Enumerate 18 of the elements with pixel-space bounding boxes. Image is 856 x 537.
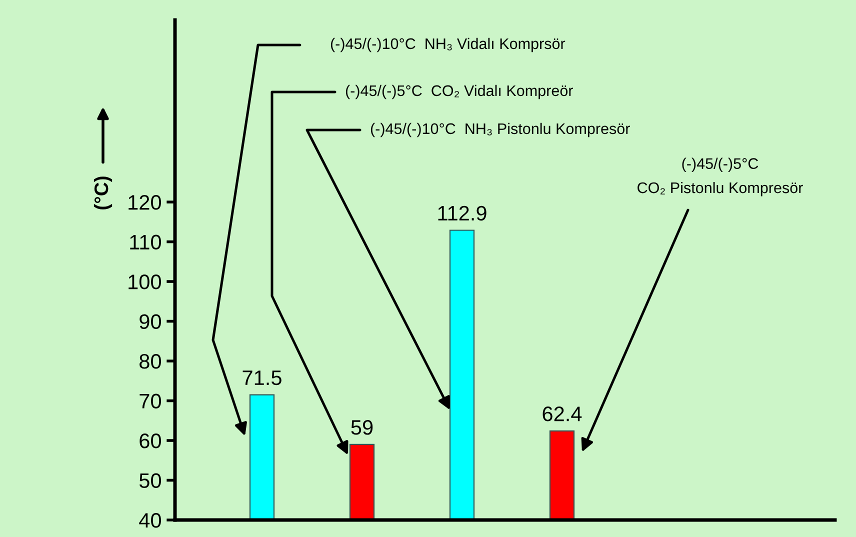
y-tick-label: 100: [128, 274, 161, 290]
y-tick-label: 60: [140, 434, 161, 448]
annotation: (-)45/(-)5°C CO₂ Vidalı Kompreör: [346, 84, 574, 100]
y-axis-title: (°C): [94, 176, 112, 210]
y-tick-label: 80: [140, 354, 161, 369]
y-tick-label: 120: [128, 195, 161, 210]
data-label: 59: [351, 420, 373, 435]
data-label: 71.5: [242, 370, 282, 386]
y-tick-label: 110: [130, 234, 161, 250]
y-tick-label: 90: [140, 314, 161, 330]
annotation: (-)45/(-)10°C NH₃ Pistonlu Kompresör: [370, 122, 630, 138]
data-label: 62.4: [542, 406, 582, 422]
y-tick-label: 50: [139, 473, 161, 488]
y-tick-label: 40: [139, 513, 161, 528]
data-label: 112.9: [438, 206, 486, 221]
text: (-)45/(-)5°C CO₂ Pistonlu Kompresör: [638, 158, 803, 196]
annotation: (-)45/(-)10°C NH₃ Vidalı Komprsör: [330, 38, 566, 52]
y-tick-label: 70: [140, 394, 161, 409]
